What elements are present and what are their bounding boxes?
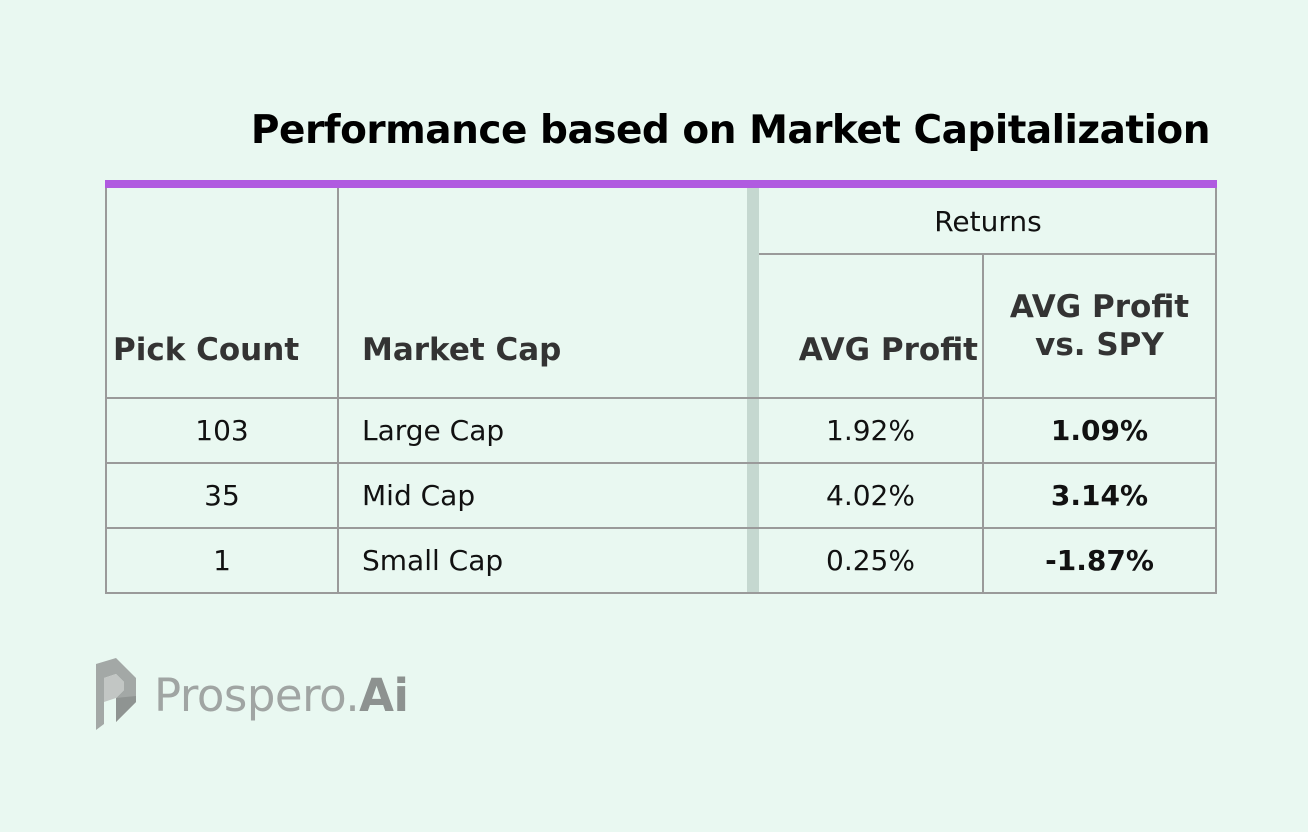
table-bottom-line xyxy=(105,592,1217,594)
accent-bar xyxy=(105,180,1217,188)
header-market-cap: Market Cap xyxy=(362,315,742,385)
table-cell-pick-count: 1 xyxy=(107,529,337,592)
market-cap-label: Market Cap xyxy=(362,332,562,368)
table-cell-market-cap: Large Cap xyxy=(362,399,742,462)
header-avg-profit: AVG Profit xyxy=(759,315,982,385)
table-cell-market-cap: Mid Cap xyxy=(362,464,742,527)
column-divider xyxy=(337,188,339,594)
header-pick-count: Pick Count xyxy=(113,315,337,385)
table-cell-avg-profit: 0.25% xyxy=(759,529,982,592)
table-cell-avg-profit-vs-spy: -1.87% xyxy=(984,529,1215,592)
table-cell-market-cap: Small Cap xyxy=(362,529,742,592)
table-cell-avg-profit-vs-spy: 1.09% xyxy=(984,399,1215,462)
cell-value: 0.25% xyxy=(826,544,915,577)
avg-profit-vs-spy-label-line1: AVG Profit xyxy=(1009,289,1190,325)
logo-name-part1: Prospero. xyxy=(154,668,360,722)
column-separator xyxy=(747,188,759,594)
row-divider xyxy=(105,462,1217,464)
cell-value: 3.14% xyxy=(1050,479,1149,512)
table-right-border xyxy=(1215,188,1217,594)
returns-label: Returns xyxy=(934,204,1042,238)
prospero-logo-icon xyxy=(94,658,138,732)
table-cell-pick-count: 35 xyxy=(107,464,337,527)
cell-value: 1.92% xyxy=(826,414,915,447)
table-cell-avg-profit: 4.02% xyxy=(759,464,982,527)
avg-profit-label: AVG Profit xyxy=(798,332,978,368)
cell-value: -1.87% xyxy=(1045,544,1154,577)
header-bottom-line xyxy=(105,397,1217,399)
header-avg-profit-vs-spy: AVG Profit vs. SPY xyxy=(984,278,1215,374)
table-cell-avg-profit: 1.92% xyxy=(759,399,982,462)
avg-profit-vs-spy-label-line2: vs. SPY xyxy=(1035,327,1164,363)
returns-group-header: Returns xyxy=(759,188,1217,254)
logo-wordmark: Prospero.Ai xyxy=(154,668,409,722)
cell-value: 103 xyxy=(195,414,249,447)
table-left-border xyxy=(105,188,107,594)
cell-value: 1 xyxy=(213,544,231,577)
cell-value: 1.09% xyxy=(1050,414,1149,447)
logo-name-part2: Ai xyxy=(359,668,409,722)
pick-count-label: Pick Count xyxy=(113,332,300,368)
cell-value: 4.02% xyxy=(826,479,915,512)
cell-value: Small Cap xyxy=(362,544,504,577)
cell-value: 35 xyxy=(204,479,240,512)
table-cell-avg-profit-vs-spy: 3.14% xyxy=(984,464,1215,527)
cell-value: Large Cap xyxy=(362,414,505,447)
page-title: Performance based on Market Capitalizati… xyxy=(250,108,1211,153)
column-divider xyxy=(982,254,984,594)
table-cell-pick-count: 103 xyxy=(107,399,337,462)
performance-table: Returns Pick Count Market Cap AVG Profit… xyxy=(105,180,1217,594)
cell-value: Mid Cap xyxy=(362,479,476,512)
prospero-logo: Prospero.Ai xyxy=(94,658,409,732)
row-divider xyxy=(105,527,1217,529)
returns-divider xyxy=(759,253,1217,255)
